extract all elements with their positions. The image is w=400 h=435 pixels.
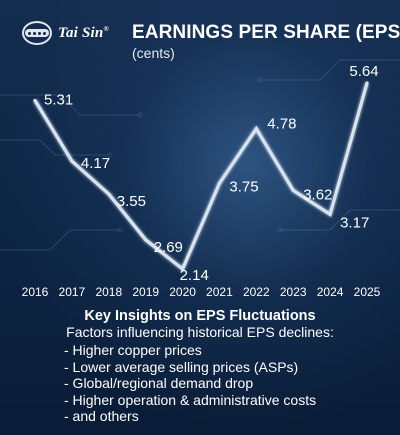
tai-sin-logo-icon <box>22 21 52 45</box>
value-label-2019: 2.69 <box>154 239 183 256</box>
data-point-2017 <box>70 159 74 163</box>
insights-title: Key Insights on EPS Fluctuations <box>84 308 316 324</box>
x-tick-label-2021: 2021 <box>206 285 233 299</box>
data-point-2016 <box>33 98 37 103</box>
x-tick-label-2019: 2019 <box>132 285 159 299</box>
data-point-2024 <box>328 212 332 216</box>
insight-item: - Higher operation & administrative cost… <box>64 391 317 408</box>
value-label-2021: 3.75 <box>229 178 258 195</box>
x-tick-label-2022: 2022 <box>243 285 270 299</box>
insight-item: - Global/regional demand drop <box>64 375 254 392</box>
value-label-2023: 3.62 <box>303 186 332 203</box>
value-label-2020: 2.14 <box>180 267 209 284</box>
x-tick-label-2018: 2018 <box>95 285 122 299</box>
x-tick-label-2024: 2024 <box>317 285 344 299</box>
brand-logo: Tai Sin® <box>22 20 109 46</box>
eps-series-line <box>33 82 369 272</box>
eps-line-chart: 5.31 4.17 3.55 2.69 2.14 3.75 4.78 3.62 3.17 5.64… <box>22 63 381 299</box>
data-point-2025 <box>365 81 369 85</box>
x-tick-label-2023: 2023 <box>280 285 307 299</box>
x-tick-label-2020: 2020 <box>169 285 196 299</box>
x-tick-label-2016: 2016 <box>22 285 49 299</box>
data-point-2020 <box>181 267 185 271</box>
key-insights-section: Key Insights on EPS Fluctuations Factors… <box>0 308 400 424</box>
insights-list: - Higher copper prices - Lower average s… <box>64 342 316 425</box>
data-point-2018 <box>107 192 111 196</box>
chart-unit-subtitle: (cents) <box>132 45 175 61</box>
value-label-2025: 5.64 <box>349 63 378 80</box>
x-tick-label-2025: 2025 <box>354 285 381 299</box>
data-point-2021 <box>217 181 221 185</box>
insight-item: - and others <box>64 408 139 425</box>
insight-item: - Lower average selling prices (ASPs) <box>64 358 299 375</box>
value-label-2017: 4.17 <box>81 155 110 172</box>
x-tick-label-2017: 2017 <box>59 285 86 299</box>
circuit-background-decoration <box>0 59 400 251</box>
value-label-2016: 5.31 <box>44 91 73 108</box>
data-point-2019 <box>144 238 148 242</box>
value-label-2022: 4.78 <box>267 116 296 133</box>
brand-name: Tai Sin® <box>58 24 109 41</box>
chart-title: EARNINGS PER SHARE (EPS) <box>132 22 400 43</box>
value-label-2018: 3.55 <box>117 193 146 210</box>
value-label-2024: 3.17 <box>340 214 369 231</box>
data-point-2023 <box>291 188 295 192</box>
insights-intro: Factors influencing historical EPS decli… <box>66 324 334 340</box>
insight-item: - Higher copper prices <box>64 342 202 358</box>
data-point-2022 <box>254 127 258 131</box>
